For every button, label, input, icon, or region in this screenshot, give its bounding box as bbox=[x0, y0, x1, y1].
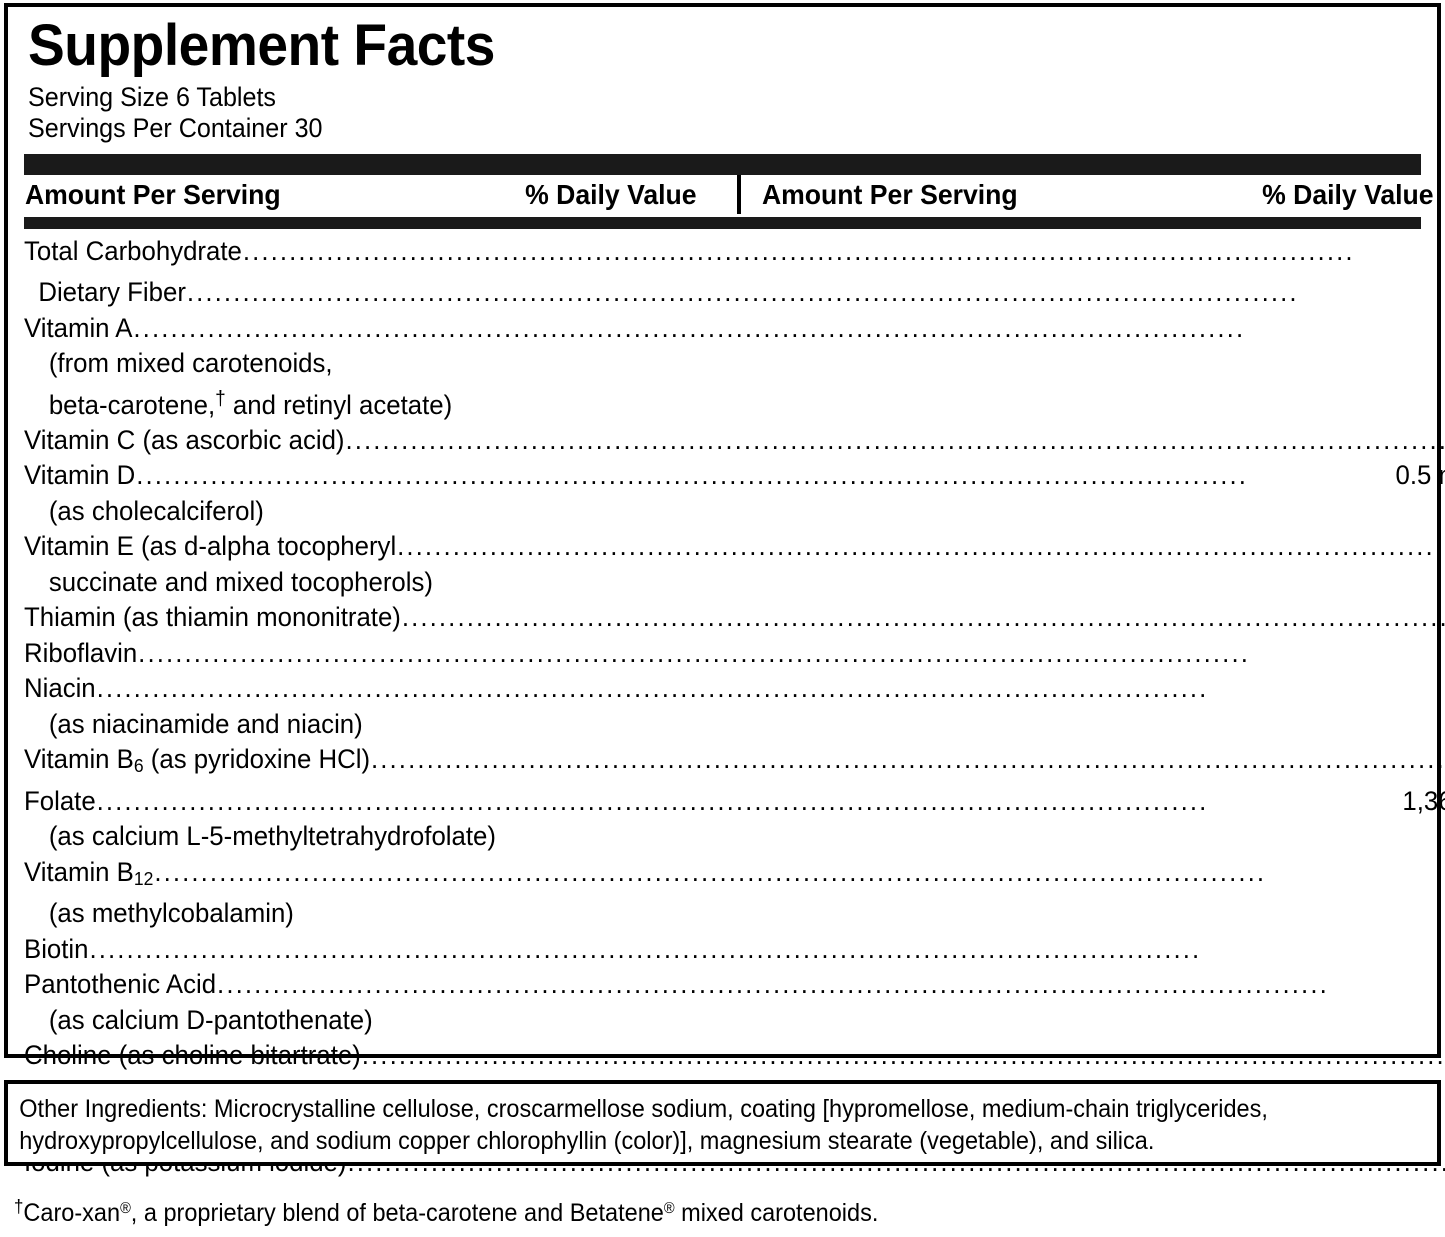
nutrient-row: Niacin..................................… bbox=[24, 671, 1445, 707]
nutrient-subtext: (from mixed carotenoids, bbox=[48, 348, 333, 379]
dot-leader: ........................................… bbox=[345, 424, 1445, 455]
dot-leader: ........................................… bbox=[89, 933, 1202, 964]
serving-size: Serving Size 6 Tablets bbox=[28, 82, 276, 112]
nutrient-row: Vitamin A...............................… bbox=[24, 311, 1445, 347]
nutrient-amount: 1,360 mcg DFE bbox=[1402, 785, 1445, 816]
nutrient-name: Vitamin E (as d-alpha tocopheryl bbox=[24, 531, 397, 562]
nutrient-name: Thiamin (as thiamin mononitrate) bbox=[24, 602, 401, 633]
nutrient-name: Vitamin B12 bbox=[24, 856, 154, 889]
nutrient-subtext: (as calcium L-5-methyltetrahydrofolate) bbox=[48, 821, 496, 852]
nutrient-name: Riboflavin bbox=[24, 637, 138, 668]
trademark-footnote: †Caro-xan®, a proprietary blend of beta-… bbox=[14, 1192, 878, 1228]
nutrient-name: Pantothenic Acid bbox=[24, 969, 217, 1000]
nutrient-list-left: Total Carbohydrate......................… bbox=[24, 229, 1445, 1181]
registered-icon-2: ® bbox=[663, 1200, 675, 1218]
nutrient-row: Riboflavin..............................… bbox=[24, 636, 1445, 672]
nutrient-subtext: beta-carotene,† and retinyl acetate) bbox=[48, 387, 453, 420]
column-header-row: Amount Per Serving % Daily Value Amount … bbox=[24, 174, 1434, 214]
nutrient-row: Dietary Fiber...........................… bbox=[24, 270, 1445, 311]
dot-leader: ........................................… bbox=[397, 531, 1445, 562]
dot-leader: ........................................… bbox=[133, 312, 1246, 343]
dot-leader: ........................................… bbox=[136, 460, 1249, 491]
dot-leader: ........................................… bbox=[361, 1040, 1445, 1071]
nutrient-name: Biotin bbox=[24, 933, 89, 964]
dot-leader: ........................................… bbox=[96, 673, 1209, 704]
servings-per-container: Servings Per Container 30 bbox=[28, 113, 323, 144]
nutrient-subtext: (as calcium D-pantothenate) bbox=[48, 1004, 373, 1035]
other-ingredients-box: Other Ingredients: Microcrystalline cell… bbox=[4, 1080, 1441, 1166]
nutrient-name: Vitamin D bbox=[24, 460, 136, 491]
nutrient-name: Vitamin B6 (as pyridoxine HCl) bbox=[24, 744, 371, 777]
registered-icon: ® bbox=[120, 1200, 131, 1218]
column-header-divider bbox=[737, 174, 741, 214]
page-title: Supplement Facts bbox=[28, 13, 495, 78]
nutrient-row: Choline (as choline bitartrate).........… bbox=[24, 1038, 1445, 1074]
column-header-right: Amount Per Serving % Daily Value bbox=[761, 175, 1435, 214]
other-ingredients-line-2: hydroxypropylcellulose, and sodium coppe… bbox=[19, 1127, 1155, 1155]
amount-per-serving-label-right: Amount Per Serving bbox=[761, 178, 1018, 210]
dot-leader: ........................................… bbox=[217, 969, 1329, 1000]
nutrient-columns: Total Carbohydrate......................… bbox=[24, 229, 1445, 1177]
dot-leader: ........................................… bbox=[138, 637, 1250, 668]
amount-per-serving-label-left: Amount Per Serving bbox=[24, 178, 281, 210]
header-rule-thick bbox=[24, 153, 1421, 175]
supplement-facts-panel: Supplement Facts Serving Size 6 Tablets … bbox=[4, 3, 1445, 1177]
nutrient-row: Thiamin (as thiamin mononitrate)........… bbox=[24, 600, 1445, 636]
column-header-left: Amount Per Serving % Daily Value bbox=[24, 175, 698, 214]
nutrient-name: Vitamin A bbox=[24, 312, 133, 343]
nutrient-name: Vitamin C (as ascorbic acid) bbox=[24, 424, 345, 455]
nutrient-row: Vitamin D...............................… bbox=[24, 458, 1445, 494]
nutrient-subtext: (as cholecalciferol) bbox=[48, 495, 264, 526]
trademark-mid: , a proprietary blend of beta-carotene a… bbox=[130, 1199, 664, 1228]
dot-leader: ........................................… bbox=[401, 602, 1445, 633]
dot-leader: ........................................… bbox=[96, 785, 1209, 816]
nutrient-name: Niacin bbox=[24, 673, 96, 704]
nutrient-row: Biotin..................................… bbox=[24, 932, 1445, 968]
header-rule-medium bbox=[24, 216, 1421, 229]
nutrient-name: Folate bbox=[24, 785, 96, 816]
nutrient-row: Vitamin B12.............................… bbox=[24, 855, 1445, 897]
dot-leader: ........................................… bbox=[154, 856, 1267, 887]
dot-leader: ........................................… bbox=[186, 277, 1299, 308]
nutrient-row: Total Carbohydrate......................… bbox=[24, 229, 1445, 270]
nutrient-name: Total Carbohydrate bbox=[24, 236, 242, 267]
nutrient-subtext: (as methylcobalamin) bbox=[48, 898, 294, 929]
nutrient-row: Vitamin B6 (as pyridoxine HCl)..........… bbox=[24, 742, 1445, 784]
dot-leader: ........................................… bbox=[371, 744, 1445, 775]
nutrient-row: Folate..................................… bbox=[24, 784, 1445, 820]
nutrient-column-left: Total Carbohydrate......................… bbox=[24, 229, 1445, 1177]
nutrient-amount: 0.5 mcg (20 IU) bbox=[1395, 460, 1445, 491]
trademark-name: Caro-xan bbox=[23, 1199, 121, 1228]
dagger-symbol: † bbox=[14, 1197, 24, 1217]
daily-value-label-right: % Daily Value bbox=[1262, 178, 1434, 210]
nutrient-subtext: (as niacinamide and niacin) bbox=[48, 708, 363, 739]
trademark-suffix: mixed carotenoids. bbox=[674, 1199, 879, 1228]
daily-value-label-left: % Daily Value bbox=[525, 178, 697, 210]
nutrient-row: Vitamin C (as ascorbic acid)............… bbox=[24, 423, 1445, 459]
nutrient-name: Dietary Fiber bbox=[24, 277, 186, 308]
other-ingredients-line-1: Other Ingredients: Microcrystalline cell… bbox=[19, 1095, 1268, 1123]
nutrient-row: Vitamin E (as d-alpha tocopheryl........… bbox=[24, 529, 1445, 565]
other-ingredients-text: Other Ingredients: Microcrystalline cell… bbox=[8, 1084, 1351, 1157]
nutrient-row: Pantothenic Acid........................… bbox=[24, 967, 1445, 1003]
nutrient-subtext: succinate and mixed tocopherols) bbox=[48, 566, 433, 597]
dot-leader: ........................................… bbox=[242, 236, 1355, 267]
nutrient-name: Choline (as choline bitartrate) bbox=[24, 1040, 361, 1071]
serving-info: Serving Size 6 Tablets Servings Per Cont… bbox=[22, 82, 1423, 145]
